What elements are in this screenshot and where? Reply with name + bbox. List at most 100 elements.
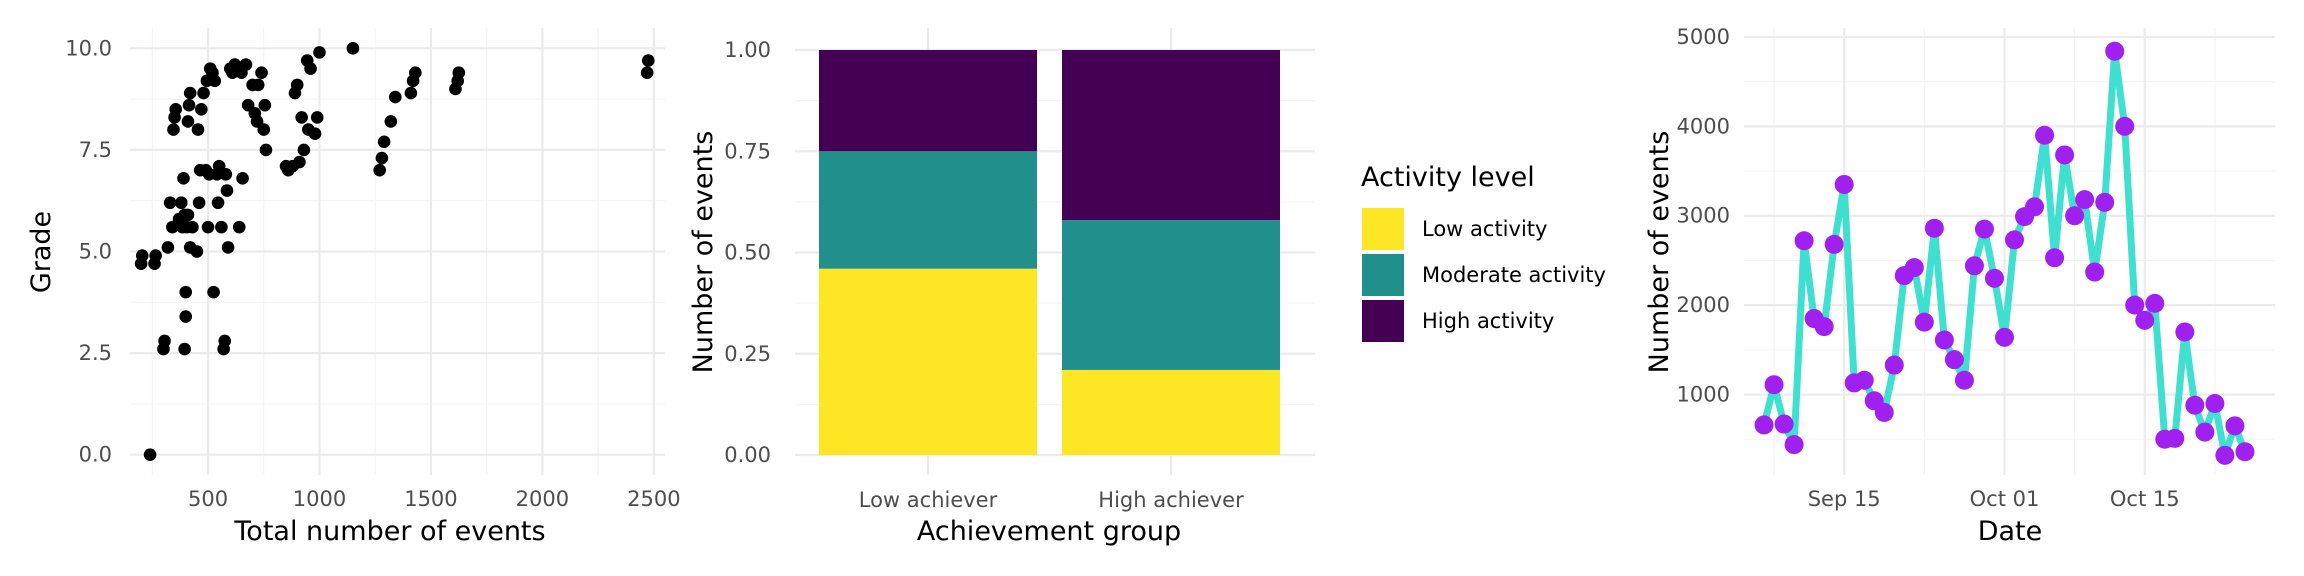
scatter-panel: 0.0 2.5 5.0 7.5 10.0 500 1000 1500 2000 2500 Tot… bbox=[26, 28, 681, 547]
bar-y-tick-label: 1.00 bbox=[724, 38, 771, 62]
scatter-point bbox=[190, 245, 204, 258]
line-x-tick-label: Sep 15 bbox=[1808, 487, 1881, 511]
scatter-point bbox=[186, 220, 199, 234]
line-y-axis-title: Number of events bbox=[1644, 131, 1675, 374]
line-point bbox=[2025, 197, 2045, 217]
scatter-point bbox=[218, 334, 232, 348]
line-point bbox=[2235, 442, 2255, 462]
line-point bbox=[2145, 293, 2165, 313]
scatter-point bbox=[181, 208, 195, 222]
scatter-point bbox=[211, 196, 225, 210]
scatter-point bbox=[192, 196, 206, 210]
line-point bbox=[1774, 414, 1794, 434]
legend-key-low-activity bbox=[1362, 208, 1404, 250]
scatter-point bbox=[221, 241, 235, 254]
scatter-point bbox=[409, 66, 422, 79]
scatter-point bbox=[258, 98, 272, 112]
scatter-point bbox=[239, 58, 253, 71]
legend-key-high-activity bbox=[1362, 300, 1404, 342]
line-point bbox=[2125, 295, 2145, 315]
scatter-point bbox=[179, 285, 193, 299]
line-point bbox=[2135, 310, 2155, 330]
line-point bbox=[2115, 116, 2135, 136]
bar-segment bbox=[1062, 220, 1280, 370]
scatter-y-tick-label: 2.5 bbox=[79, 341, 112, 365]
line-x-tick-label: Oct 15 bbox=[2110, 487, 2180, 511]
line-point bbox=[1964, 256, 1984, 276]
scatter-y-tick-label: 7.5 bbox=[79, 138, 112, 162]
scatter-x-tick-labels: 500 1000 1500 2000 2500 bbox=[188, 487, 681, 511]
scatter-point bbox=[177, 172, 190, 185]
line-point bbox=[2225, 416, 2245, 436]
scatter-point bbox=[208, 74, 222, 88]
scatter-point bbox=[310, 111, 324, 124]
bar-segment bbox=[819, 50, 1037, 152]
line-point bbox=[1944, 350, 1964, 370]
line-point bbox=[1994, 327, 2014, 347]
line-point bbox=[1854, 370, 1874, 390]
bar-x-tick-low-achiever: Low achiever bbox=[859, 488, 998, 512]
scatter-point bbox=[377, 135, 391, 149]
legend-label-high-activity: High activity bbox=[1422, 309, 1554, 333]
scatter-point bbox=[174, 196, 188, 210]
scatter-point bbox=[297, 143, 311, 157]
bar-segment bbox=[819, 151, 1037, 269]
bar-segment bbox=[1062, 50, 1280, 221]
scatter-point bbox=[388, 90, 402, 104]
scatter-x-tick-label: 1500 bbox=[404, 487, 457, 511]
line-point bbox=[2065, 206, 2085, 226]
scatter-point bbox=[197, 86, 210, 100]
legend-key-moderate-activity bbox=[1362, 254, 1404, 296]
bar-y-tick-labels: 0.00 0.25 0.50 0.75 1.00 bbox=[724, 38, 771, 467]
legend-title: Activity level bbox=[1361, 162, 1535, 193]
scatter-x-axis-title: Total number of events bbox=[233, 516, 545, 547]
scatter-point bbox=[143, 448, 157, 461]
line-y-tick-label: 4000 bbox=[1677, 114, 1730, 138]
line-point bbox=[2095, 192, 2115, 212]
line-point bbox=[1904, 258, 1924, 278]
line-point bbox=[1974, 219, 1994, 239]
line-point bbox=[2175, 322, 2195, 342]
scatter-y-tick-label: 5.0 bbox=[79, 240, 112, 264]
bar-y-axis-title: Number of events bbox=[688, 131, 719, 374]
scatter-point bbox=[163, 196, 177, 210]
line-x-tick-label: Oct 01 bbox=[1970, 487, 2040, 511]
scatter-point bbox=[232, 220, 246, 234]
line-y-tick-label: 2000 bbox=[1677, 293, 1730, 317]
scatter-point bbox=[215, 220, 228, 234]
scatter-point bbox=[373, 163, 386, 177]
legend-label-low-activity: Low activity bbox=[1422, 217, 1547, 241]
line-point bbox=[1914, 312, 1934, 332]
line-point bbox=[2215, 445, 2235, 465]
scatter-points bbox=[134, 42, 655, 461]
line-point bbox=[2055, 145, 2075, 165]
bar-y-tick-label: 0.50 bbox=[724, 241, 771, 265]
scatter-point bbox=[251, 78, 265, 92]
line-y-tick-label: 5000 bbox=[1677, 25, 1730, 49]
line-point bbox=[1934, 330, 1954, 350]
line-point bbox=[1754, 415, 1774, 435]
scatter-point bbox=[255, 66, 268, 79]
line-point bbox=[2045, 248, 2065, 268]
scatter-point bbox=[304, 62, 317, 75]
scatter-point bbox=[207, 285, 220, 299]
scatter-point bbox=[290, 78, 304, 92]
scatter-point bbox=[452, 66, 466, 79]
line-point bbox=[2165, 428, 2185, 448]
scatter-point bbox=[169, 102, 182, 116]
scatter-point bbox=[295, 111, 308, 124]
scatter-point bbox=[384, 115, 398, 128]
line-point bbox=[1874, 402, 1894, 422]
line-point bbox=[2005, 230, 2025, 250]
line-point bbox=[2205, 393, 2225, 413]
line-point bbox=[1984, 268, 2004, 288]
scatter-point bbox=[257, 123, 271, 136]
scatter-point bbox=[161, 241, 175, 254]
scatter-point bbox=[183, 86, 197, 100]
scatter-point bbox=[313, 46, 326, 59]
scatter-point bbox=[236, 172, 249, 185]
line-y-tick-labels: 1000 2000 3000 4000 5000 bbox=[1677, 25, 1730, 407]
line-point bbox=[2195, 422, 2215, 442]
scatter-y-tick-label: 10.0 bbox=[65, 36, 112, 60]
